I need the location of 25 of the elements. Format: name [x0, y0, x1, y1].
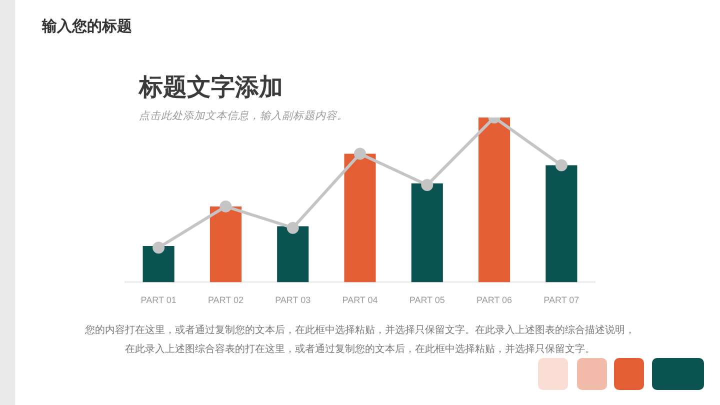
x-tick-label: PART 03	[275, 295, 311, 306]
x-tick-label: PART 02	[208, 295, 244, 306]
bar	[142, 246, 174, 282]
point	[220, 200, 232, 212]
bar	[478, 118, 510, 282]
bar	[546, 165, 578, 282]
text: 输入您的标题	[42, 18, 132, 35]
point	[152, 242, 165, 254]
bar	[277, 226, 309, 282]
chart-subtitle: 点击此处添加文本信息，输入副标题内容。	[139, 110, 348, 122]
point	[286, 222, 299, 234]
bar	[344, 154, 376, 282]
text: 您的内容打在这里，或者通过复制您的文本后，在此框中选择粘贴，并选择只保留文字。在此录入上述图表的综合描述说明，	[84, 324, 636, 338]
point	[354, 148, 366, 160]
chart-title: 标题文字添加	[139, 74, 283, 101]
point	[421, 179, 434, 192]
point	[555, 159, 568, 172]
bar	[411, 183, 443, 282]
bar	[210, 206, 242, 282]
x-tick-label: PART 04	[342, 295, 378, 306]
x-tick-label: PART 05	[409, 295, 445, 306]
text: 在此录入上述图综合容表的打在这里，或者通过复制您的文本后，在此框中选择粘贴，并选择只保留文字。	[124, 342, 596, 357]
x-tick-label: PART 06	[476, 295, 512, 306]
x-tick-label: PART 07	[544, 295, 580, 306]
x-tick-label: PART 01	[140, 295, 176, 306]
